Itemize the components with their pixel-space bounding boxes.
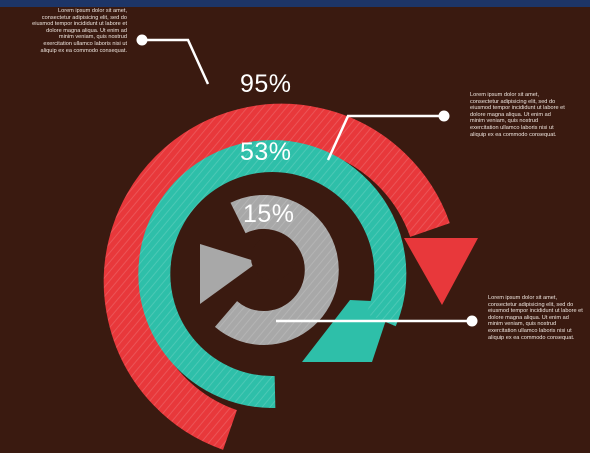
inner-ring-label: 15% — [243, 200, 295, 228]
callout-line: eiusmod tempor incididunt ut labore et — [470, 105, 565, 112]
outer-ring — [103, 103, 478, 450]
callout-line: Lorem ipsum dolor sit amet, — [488, 295, 558, 301]
callout-line: exercitation ullamco laboris nisi ut — [488, 327, 572, 334]
callout-line: minim veniam, quis nostrud — [488, 321, 557, 328]
callout-right-upper: Lorem ipsum dolor sit amet, consectetur … — [470, 92, 588, 138]
middle-ring-label: 53% — [240, 138, 292, 166]
callout-line: minim veniam, quis nostrud — [470, 118, 539, 125]
callout-line: dolore magna aliqua. Ut enim ad — [470, 111, 551, 118]
callout-line: aliquip ex ea commodo consequat. — [40, 47, 127, 54]
callout-line: Lorem ipsum dolor sit amet, — [57, 8, 127, 14]
outer-ring-label: 95% — [240, 70, 292, 98]
leader-dot — [438, 110, 450, 122]
callout-line: exercitation ullamco laboris nisi ut — [470, 124, 554, 131]
callout-line: aliquip ex ea commodo consequat. — [470, 131, 557, 138]
callout-line: dolore magna aliqua. Ut enim ad — [488, 314, 569, 321]
callout-line: Lorem ipsum dolor sit amet, — [470, 92, 540, 98]
callout-line: aliquip ex ea commodo consequat. — [488, 334, 575, 341]
callout-line: minim veniam, quis nostrud — [58, 34, 127, 41]
callout-line: eiusmod tempor incididunt ut labore et — [488, 308, 583, 315]
callout-right-lower: Lorem ipsum dolor sit amet, consectetur … — [488, 295, 588, 341]
callout-line: exercitation ullamco laboris nisi ut — [43, 40, 127, 47]
callout-top-left: Lorem ipsum dolor sit amet, consectetur … — [0, 8, 127, 54]
top-bar — [0, 0, 590, 7]
callout-line: consectetur adipisicing elit, sed do — [470, 98, 556, 105]
leader-dot — [466, 315, 478, 327]
callout-line: consectetur adipisicing elit, sed do — [41, 14, 127, 21]
leader-line-top-left — [136, 34, 210, 85]
leader-line-right-lower — [276, 315, 478, 327]
inner-ring — [200, 194, 339, 345]
leader-line-right-upper — [326, 110, 450, 161]
leader-dot — [136, 34, 148, 46]
callout-line: consectetur adipisicing elit, sed do — [488, 301, 574, 308]
callout-line: eiusmod tempor incididunt ut labore et — [32, 21, 127, 28]
middle-ring — [138, 140, 407, 409]
callout-line: dolore magna aliqua. Ut enim ad — [46, 27, 127, 34]
